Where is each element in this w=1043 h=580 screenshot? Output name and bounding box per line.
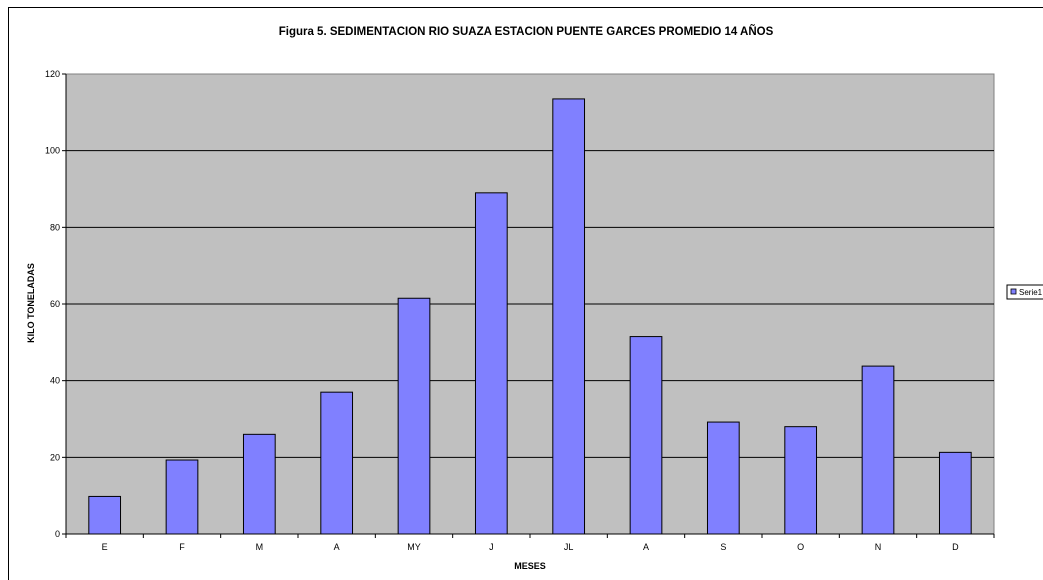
bar-7 (629, 336, 663, 535)
x-tick-label: A (643, 542, 649, 552)
y-tick-label: 120 (45, 69, 60, 79)
x-tick-label: JL (564, 542, 574, 552)
bar-11 (938, 451, 972, 535)
x-tick-label: M (256, 542, 264, 552)
legend-box (1006, 284, 1043, 300)
y-tick-label: 0 (55, 529, 60, 539)
y-tick-label: 80 (50, 222, 60, 232)
x-tick-label: J (489, 542, 494, 552)
bar-5 (474, 192, 508, 535)
y-axis-title: KILO TONELADAS (26, 263, 36, 343)
x-tick-label: F (179, 542, 185, 552)
x-tick-label: S (720, 542, 726, 552)
bar-10 (861, 365, 895, 535)
legend-label: Serie1 (1019, 288, 1043, 297)
x-tick-label: O (797, 542, 804, 552)
legend-swatch (1010, 288, 1017, 295)
chart-frame (8, 7, 1043, 580)
y-tick-label: 100 (45, 146, 60, 156)
x-tick-label: D (952, 542, 959, 552)
bar-2 (242, 433, 276, 535)
bar-4 (397, 297, 431, 535)
bar-6 (552, 98, 586, 535)
y-axis-ticks: 0 20 40 60 80 100 120 (45, 69, 66, 539)
x-tick-label: E (102, 542, 108, 552)
bar-1 (165, 459, 199, 535)
y-tick-label: 60 (50, 299, 60, 309)
x-tick-label: A (334, 542, 340, 552)
y-tick-label: 20 (50, 452, 60, 462)
legend: Serie1 (1006, 284, 1043, 300)
bar-8 (706, 421, 740, 535)
x-axis-title: MESES (514, 561, 546, 571)
x-tick-label: MY (407, 542, 421, 552)
y-tick-label: 40 (50, 376, 60, 386)
bar-0 (88, 495, 122, 535)
bar-3 (320, 391, 354, 535)
gridlines (66, 150, 994, 458)
x-tick-label: N (875, 542, 882, 552)
bar-9 (784, 426, 818, 535)
chart-title: Figura 5. SEDIMENTACION RIO SUAZA ESTACI… (279, 25, 774, 38)
x-axis-ticks: E F M A MY J JL A S O N D (65, 534, 995, 552)
